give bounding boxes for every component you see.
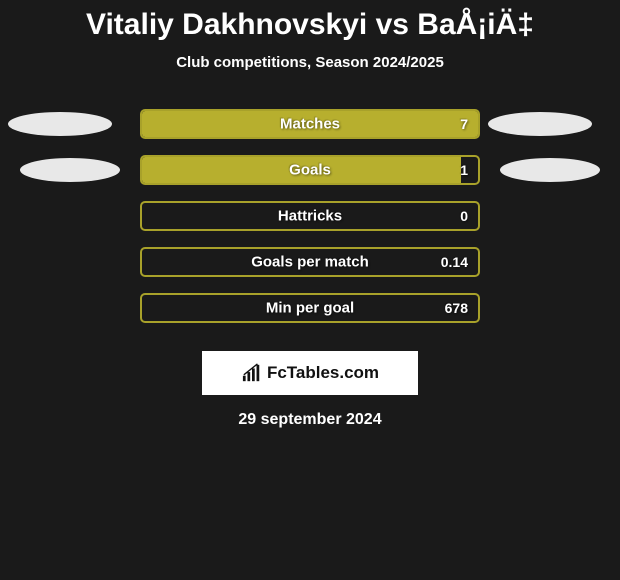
logo-box: FcTables.com [202, 351, 418, 395]
stat-value: 0.14 [441, 254, 468, 270]
logo-text: FcTables.com [267, 363, 379, 383]
stat-value: 1 [460, 162, 468, 178]
stat-row: Min per goal 678 [0, 285, 620, 331]
stat-row: Goals per match 0.14 [0, 239, 620, 285]
stat-row: Goals 1 [0, 147, 620, 193]
stat-label: Hattricks [278, 208, 342, 225]
player-ellipse [20, 158, 120, 182]
stat-value: 7 [460, 116, 468, 132]
stat-value: 0 [460, 208, 468, 224]
date-line: 29 september 2024 [0, 411, 620, 429]
page-title: Vitaliy Dakhnovskyi vs BaÅ¡iÄ‡ [0, 0, 620, 42]
stat-value: 678 [445, 300, 468, 316]
stat-row: Matches 7 [0, 101, 620, 147]
stat-label: Goals [289, 162, 331, 179]
stat-label: Min per goal [266, 300, 354, 317]
stat-bar: Min per goal 678 [140, 293, 480, 323]
stat-row: Hattricks 0 [0, 193, 620, 239]
page-subtitle: Club competitions, Season 2024/2025 [0, 54, 620, 71]
stat-label: Goals per match [251, 254, 369, 271]
stat-label: Matches [280, 116, 340, 133]
stat-bar: Hattricks 0 [140, 201, 480, 231]
stat-bar: Matches 7 [140, 109, 480, 139]
stat-bar: Goals 1 [140, 155, 480, 185]
stats-chart: Matches 7 Goals 1 Hattricks 0 Goals per match 0… [0, 101, 620, 331]
player-ellipse [488, 112, 592, 136]
chart-icon [241, 363, 263, 383]
stat-bar: Goals per match 0.14 [140, 247, 480, 277]
player-ellipse [500, 158, 600, 182]
player-ellipse [8, 112, 112, 136]
